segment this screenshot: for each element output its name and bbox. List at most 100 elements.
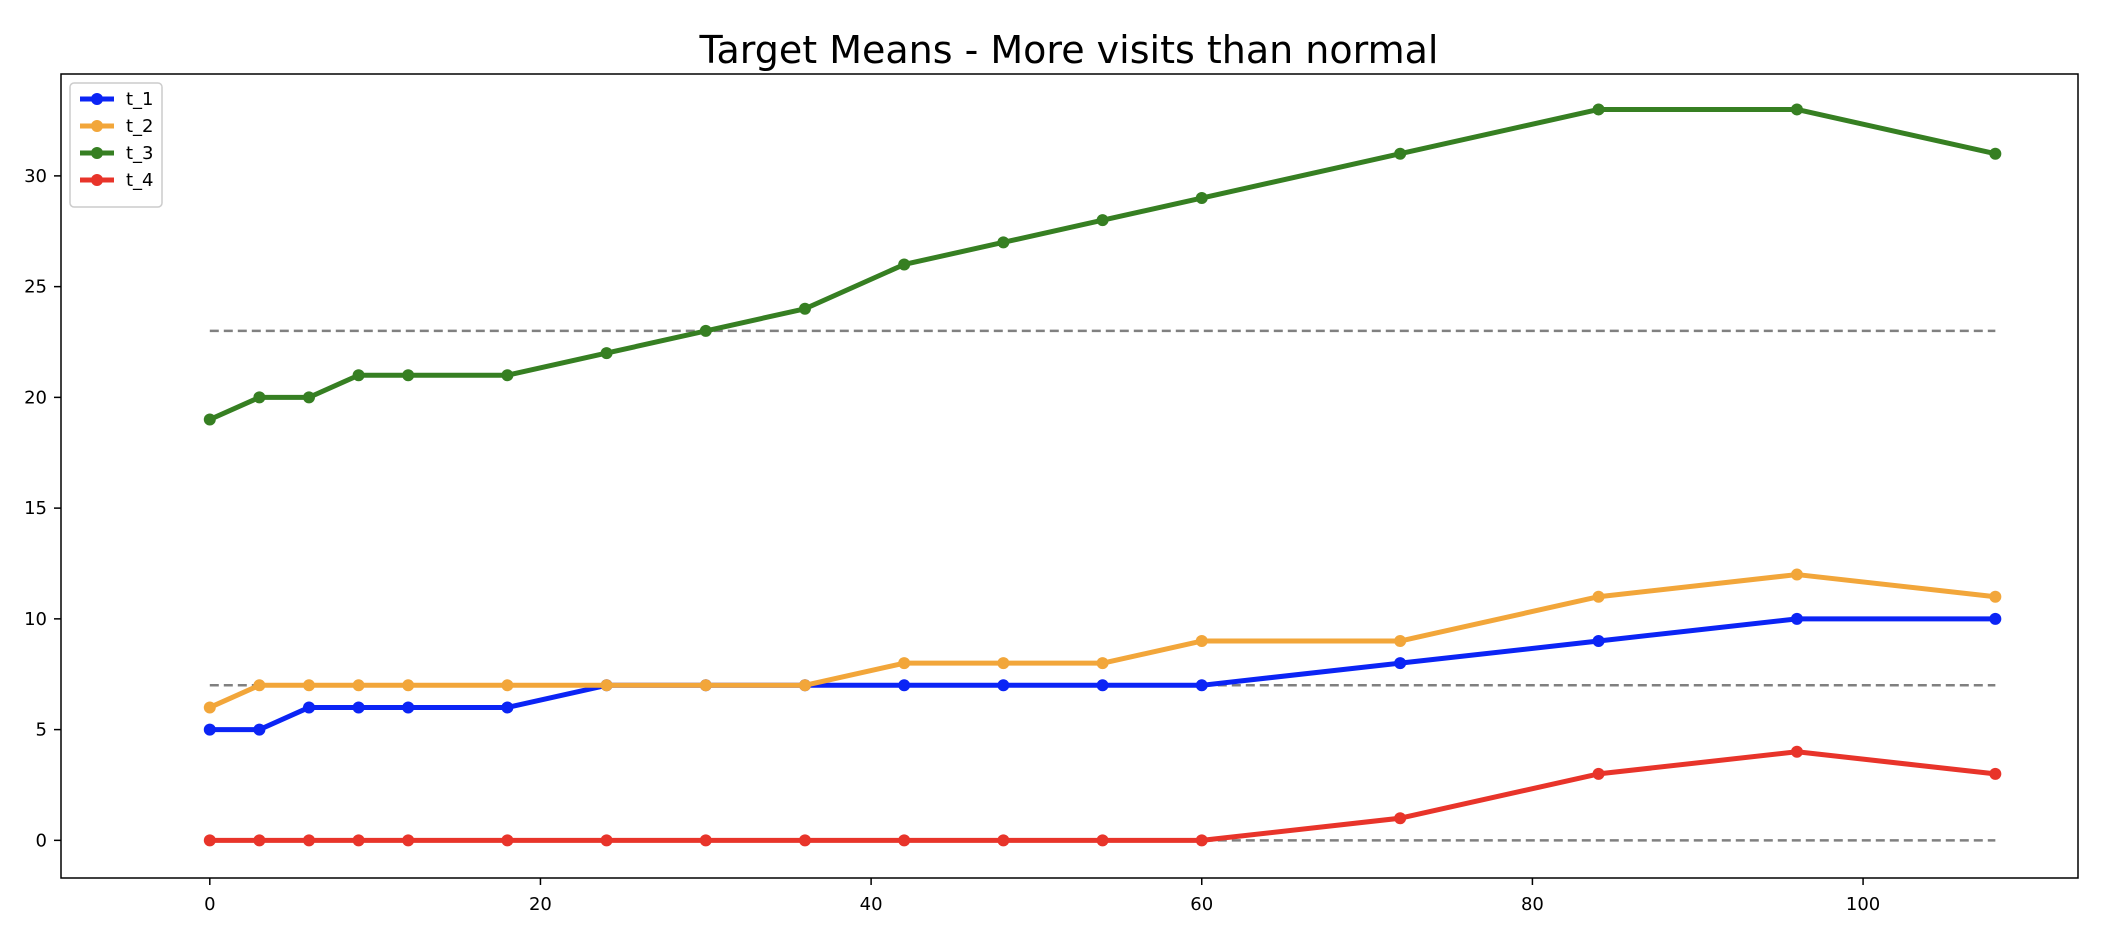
- data-point-t_4-11: [1096, 834, 1109, 847]
- data-point-t_1-10: [997, 679, 1010, 692]
- data-point-t_2-7: [699, 679, 712, 692]
- legend-label-t_4: t_4: [126, 170, 154, 191]
- data-point-t_1-16: [1989, 612, 2002, 625]
- legend-marker-t_2: [91, 120, 103, 132]
- x-tick-label: 20: [529, 894, 552, 915]
- data-point-t_4-2: [302, 834, 315, 847]
- data-point-t_1-0: [203, 723, 216, 736]
- data-point-t_4-14: [1592, 767, 1605, 780]
- y-tick-label: 5: [36, 720, 47, 741]
- reference-lines: [209, 329, 1996, 842]
- data-point-t_2-0: [203, 701, 216, 714]
- chart-title: Target Means - More visits than normal: [699, 28, 1439, 72]
- series-t_2: [203, 568, 2002, 714]
- data-point-t_3-14: [1592, 103, 1605, 116]
- data-point-t_2-4: [402, 679, 415, 692]
- data-point-t_1-11: [1096, 679, 1109, 692]
- data-point-t_1-3: [352, 701, 365, 714]
- data-point-t_4-5: [501, 834, 514, 847]
- data-point-t_2-5: [501, 679, 514, 692]
- data-point-t_4-12: [1195, 834, 1208, 847]
- data-point-t_2-2: [302, 679, 315, 692]
- data-point-t_3-2: [302, 391, 315, 404]
- data-point-t_4-7: [699, 834, 712, 847]
- y-tick-label: 20: [24, 387, 47, 408]
- x-tick-label: 40: [860, 894, 883, 915]
- y-axis: 0 5 10 15 20 25 30: [24, 166, 61, 851]
- data-point-t_4-16: [1989, 767, 2002, 780]
- data-point-t_2-10: [997, 657, 1010, 670]
- data-point-t_3-9: [898, 258, 911, 271]
- x-tick-label: 100: [1846, 894, 1880, 915]
- y-tick-label: 10: [24, 609, 47, 630]
- y-tick-label: 30: [24, 166, 47, 187]
- series-layer: [203, 103, 2002, 847]
- series-t_1: [203, 612, 2002, 736]
- series-line-t_1: [207, 616, 1998, 733]
- series-t_3: [203, 103, 2002, 426]
- data-point-t_2-9: [898, 657, 911, 670]
- data-point-t_3-8: [798, 302, 811, 315]
- data-point-t_3-10: [997, 236, 1010, 249]
- data-point-t_4-1: [253, 834, 266, 847]
- legend-label-t_1: t_1: [126, 89, 154, 110]
- x-tick-label: 60: [1190, 894, 1213, 915]
- legend: t_1 t_2 t_3 t_4: [69, 82, 163, 208]
- data-point-t_1-15: [1790, 612, 1803, 625]
- legend-label-t_3: t_3: [126, 143, 154, 164]
- data-point-t_2-1: [253, 679, 266, 692]
- data-point-t_4-6: [600, 834, 613, 847]
- series-line-t_3: [207, 106, 1998, 423]
- data-point-t_3-11: [1096, 214, 1109, 227]
- data-point-t_3-7: [699, 324, 712, 337]
- y-tick-label: 15: [24, 498, 47, 519]
- data-point-t_3-13: [1394, 147, 1407, 160]
- data-point-t_4-4: [402, 834, 415, 847]
- data-point-t_1-14: [1592, 635, 1605, 648]
- data-point-t_3-4: [402, 369, 415, 382]
- data-point-t_3-0: [203, 413, 216, 426]
- data-point-t_2-16: [1989, 590, 2002, 603]
- plot-frame: [60, 73, 2079, 879]
- legend-label-t_2: t_2: [126, 116, 154, 137]
- data-point-t_3-5: [501, 369, 514, 382]
- legend-marker-t_4: [91, 174, 103, 186]
- y-tick-label: 25: [24, 277, 47, 298]
- data-point-t_4-13: [1394, 812, 1407, 825]
- data-point-t_3-1: [253, 391, 266, 404]
- data-point-t_2-3: [352, 679, 365, 692]
- data-point-t_2-12: [1195, 635, 1208, 648]
- x-tick-label: 0: [204, 894, 215, 915]
- legend-marker-t_1: [91, 93, 103, 105]
- x-axis: 0 20 40 60 80 100: [204, 878, 1880, 915]
- y-tick-label: 0: [36, 830, 47, 851]
- data-point-t_1-9: [898, 679, 911, 692]
- data-point-t_4-0: [203, 834, 216, 847]
- legend-marker-t_3: [91, 147, 103, 159]
- data-point-t_3-15: [1790, 103, 1803, 116]
- data-point-t_4-8: [798, 834, 811, 847]
- data-point-t_1-1: [253, 723, 266, 736]
- data-point-t_4-9: [898, 834, 911, 847]
- data-point-t_2-11: [1096, 657, 1109, 670]
- data-point-t_2-15: [1790, 568, 1803, 581]
- data-point-t_1-5: [501, 701, 514, 714]
- data-point-t_3-6: [600, 347, 613, 360]
- data-point-t_2-14: [1592, 590, 1605, 603]
- data-point-t_2-13: [1394, 635, 1407, 648]
- data-point-t_3-16: [1989, 147, 2002, 160]
- x-tick-label: 80: [1521, 894, 1544, 915]
- data-point-t_2-8: [798, 679, 811, 692]
- data-point-t_1-13: [1394, 657, 1407, 670]
- data-point-t_4-10: [997, 834, 1010, 847]
- series-t_4: [203, 745, 2002, 847]
- data-point-t_1-4: [402, 701, 415, 714]
- data-point-t_4-15: [1790, 745, 1803, 758]
- data-point-t_2-6: [600, 679, 613, 692]
- data-point-t_4-3: [352, 834, 365, 847]
- data-point-t_1-12: [1195, 679, 1208, 692]
- series-line-t_4: [207, 749, 1998, 843]
- data-point-t_3-12: [1195, 192, 1208, 205]
- data-point-t_3-3: [352, 369, 365, 382]
